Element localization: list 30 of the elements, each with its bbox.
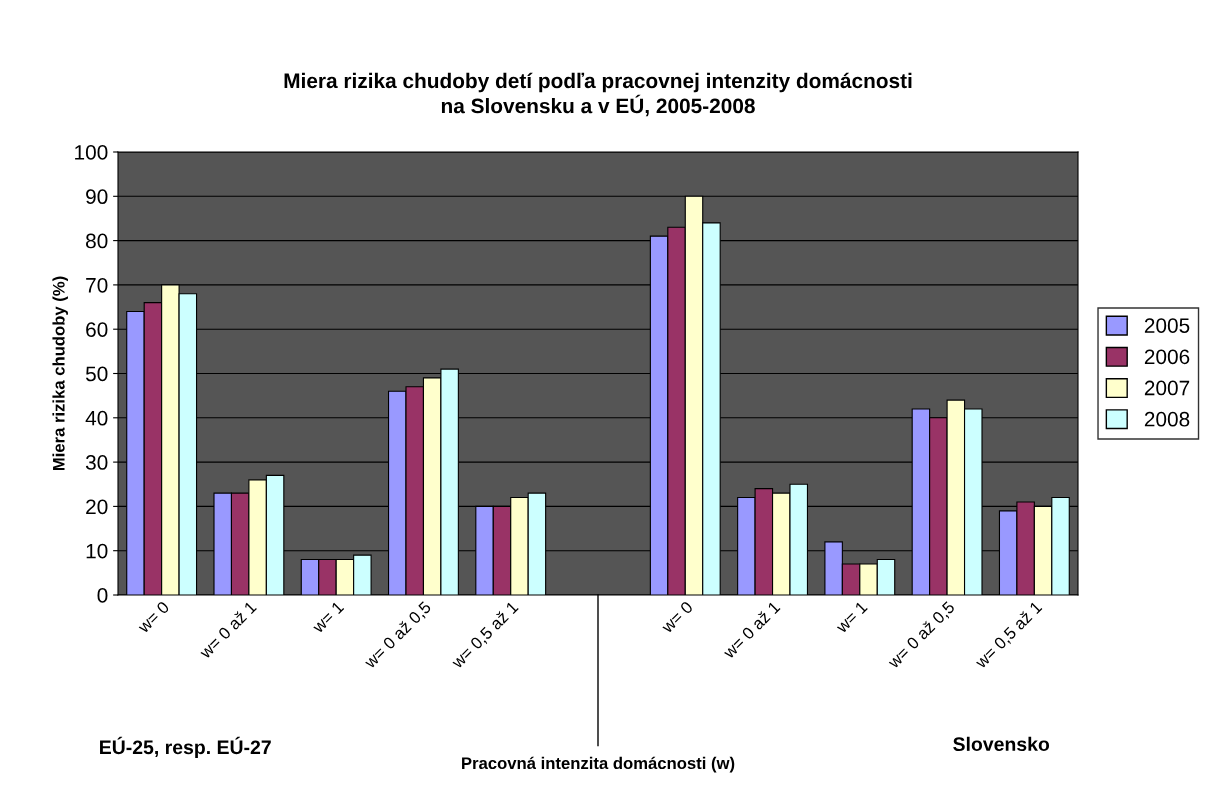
x-tick-label: w= 0 až 0,5 bbox=[886, 600, 957, 671]
x-tick-label: w= 0,5 až 1 bbox=[973, 600, 1044, 671]
text: EÚ-25, resp. EÚ-27 bbox=[100, 736, 271, 759]
legend-label: 2005 bbox=[1144, 318, 1190, 333]
y-tick-label: 60 bbox=[86, 322, 108, 337]
text: Pracovná intenzita domácnosti (w) bbox=[462, 756, 735, 773]
legend-label: 2008 bbox=[1144, 411, 1190, 427]
y-axis-title: Miera rizika chudoby (%) bbox=[52, 276, 68, 471]
y-tick-label: 80 bbox=[86, 233, 108, 249]
legend-label: 2006 bbox=[1144, 349, 1190, 365]
chart-title: Miera rizika chudoby detí podľa pracovnej intenzity domácnosti na Slovensku a v EÚ, 2005-2008 bbox=[284, 72, 912, 117]
x-tick-label: w= 1 bbox=[835, 600, 868, 634]
x-tick-label: w= 0 až 0,5 bbox=[362, 600, 434, 671]
y-tick-label: 10 bbox=[86, 543, 108, 559]
y-tick-label: 40 bbox=[85, 410, 108, 426]
x-tick-label: w= 0,5 až 1 bbox=[450, 600, 521, 671]
y-tick-label: 90 bbox=[86, 189, 108, 205]
x-tick-label: w= 0 bbox=[136, 600, 170, 634]
x-tick-label: w= 0 až 1 bbox=[721, 600, 781, 660]
y-tick-label: 30 bbox=[85, 455, 108, 470]
y-tick-label: 0 bbox=[97, 588, 108, 603]
x-tick-label: w= 0 až 1 bbox=[198, 600, 257, 660]
text: Slovensko bbox=[953, 736, 1050, 752]
y-tick-label: 20 bbox=[86, 499, 108, 515]
y-tick-label: 70 bbox=[86, 277, 108, 293]
x-tick-label: w= 1 bbox=[311, 600, 345, 634]
legend-label: 2007 bbox=[1144, 380, 1190, 396]
x-tick-label: w= 0 bbox=[660, 600, 694, 634]
y-tick-label: 50 bbox=[85, 366, 108, 382]
y-tick-label: 100 bbox=[75, 145, 108, 160]
